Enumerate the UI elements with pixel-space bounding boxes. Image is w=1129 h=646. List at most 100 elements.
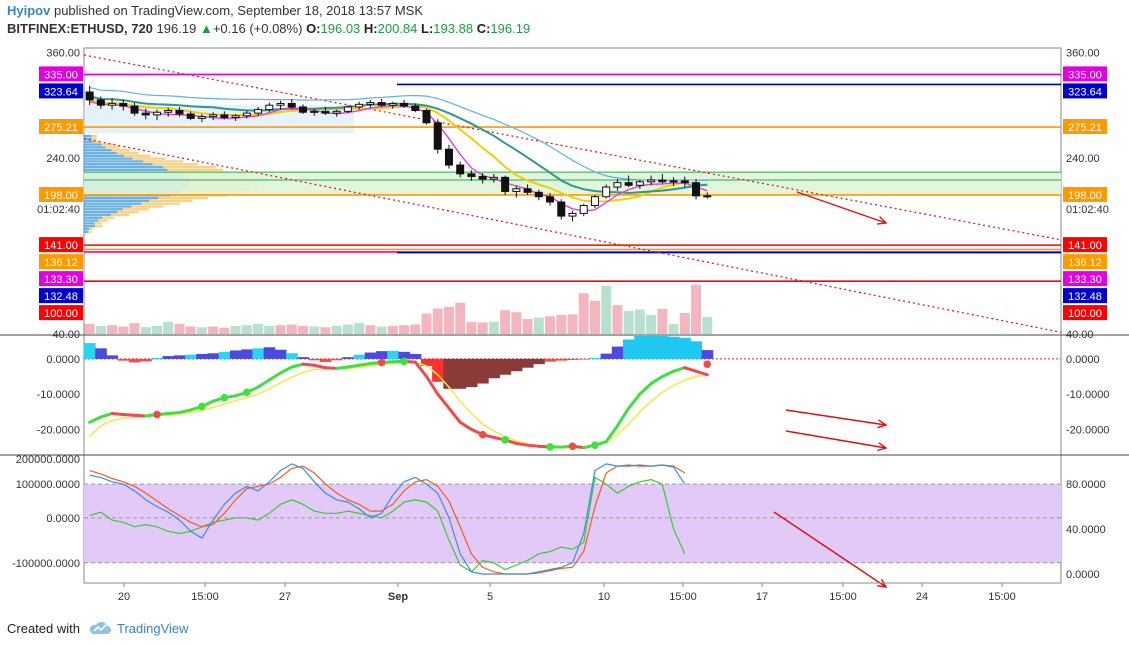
- momentum-segment: [135, 415, 146, 416]
- volume-profile-bar: [84, 214, 111, 216]
- cross-marker: [546, 443, 554, 451]
- volume-bar: [130, 323, 140, 334]
- x-tick-label: 20: [118, 591, 130, 603]
- author-link[interactable]: Hyipov: [7, 3, 50, 18]
- candle-bull: [367, 103, 374, 105]
- volume-profile-bar: [143, 160, 183, 162]
- momentum-segment: [292, 364, 303, 367]
- momentum-segment: [281, 367, 292, 373]
- y-tick-label: 40.0000: [1066, 524, 1106, 536]
- volume-bar: [444, 307, 454, 334]
- cross-marker: [400, 358, 408, 366]
- candle-bull: [513, 189, 520, 192]
- histogram-bar: [544, 359, 556, 362]
- volume-profile-bar: [124, 155, 151, 157]
- close-label: C:: [477, 21, 491, 36]
- volume-profile-bar: [102, 217, 114, 219]
- volume-bar: [657, 309, 667, 334]
- histogram-bar: [342, 357, 354, 359]
- volume-bar: [579, 293, 589, 334]
- published-text: published on TradingView.com, September …: [54, 3, 423, 18]
- price-change: +0.16 (+0.08%): [213, 21, 303, 36]
- candle-bear: [86, 92, 93, 100]
- candle-bear: [502, 177, 509, 191]
- volume-bar: [410, 324, 420, 334]
- candle-bear: [176, 110, 183, 114]
- volume-bar: [455, 303, 465, 334]
- volume-bar: [601, 286, 611, 334]
- tradingview-cloud-icon[interactable]: [88, 620, 112, 636]
- histogram-bar: [387, 351, 399, 359]
- volume-bar: [208, 327, 218, 334]
- volume-bar: [489, 322, 499, 334]
- histogram-bar: [286, 353, 298, 359]
- histogram-bar: [230, 350, 242, 358]
- histogram-bar: [331, 359, 343, 360]
- candle-bull: [243, 113, 250, 116]
- volume-bar: [478, 322, 488, 334]
- momentum-segment: [258, 380, 269, 387]
- histogram-bar: [668, 337, 680, 359]
- y-tick-label: 0.0000: [46, 354, 80, 366]
- candle-bear: [468, 174, 475, 177]
- candle-bear: [457, 165, 464, 174]
- symbol-label[interactable]: BITFINEX:ETHUSD, 720: [7, 21, 153, 36]
- histogram-bar: [623, 340, 635, 359]
- cross-marker: [569, 442, 577, 450]
- high-label: H:: [364, 21, 378, 36]
- volume-bar: [309, 327, 319, 334]
- candle-bear: [434, 123, 441, 149]
- histogram-bar: [477, 359, 489, 384]
- histogram-bar: [612, 347, 624, 359]
- volume-bar: [253, 324, 263, 334]
- volume-profile-bar: [111, 214, 129, 216]
- cross-marker: [198, 403, 206, 411]
- momentum-segment: [123, 415, 134, 416]
- candle-bull: [670, 181, 677, 182]
- y-tick-label: 0.0000: [1066, 569, 1100, 581]
- volume-profile-bar: [98, 219, 108, 221]
- cross-marker: [153, 411, 161, 419]
- momentum-segment: [90, 417, 101, 422]
- footer: Created with TradingView: [0, 612, 1129, 646]
- cross-marker: [479, 431, 487, 439]
- tradingview-link[interactable]: TradingView: [117, 621, 189, 636]
- momentum-segment: [101, 413, 112, 417]
- y-tick-label: 40.00: [52, 329, 80, 341]
- volume-bar: [186, 327, 196, 334]
- candle-bear: [681, 181, 688, 183]
- volume-profile-bar: [142, 202, 180, 204]
- volume-bar: [568, 314, 578, 334]
- histogram-bar: [185, 355, 197, 359]
- histogram-bar: [645, 336, 657, 359]
- price-tag-label: 133.30: [1068, 274, 1102, 286]
- histogram-bar: [297, 357, 309, 359]
- volume-bar: [466, 322, 476, 334]
- cross-marker: [243, 389, 251, 397]
- volume-profile-bar: [84, 143, 102, 145]
- candle-bear: [187, 114, 194, 118]
- candle-bull: [255, 110, 262, 114]
- volume-profile-bar: [84, 205, 132, 207]
- volume-bar: [511, 312, 521, 334]
- volume-bar: [377, 327, 387, 334]
- y-tick-label: 0.0000: [46, 513, 80, 525]
- created-with-text: Created with: [7, 621, 80, 636]
- histogram-bar: [511, 359, 523, 371]
- volume-profile-bar: [84, 197, 158, 199]
- chart-canvas[interactable]: 360.00360.00240.00240.0040.0040.00196.19…: [0, 42, 1129, 612]
- volume-profile-bar: [84, 152, 117, 154]
- price-tag-label: 198.00: [1068, 190, 1102, 202]
- volume-bar: [264, 326, 274, 334]
- y-tick-label: -20.0000: [1066, 424, 1109, 436]
- volume-profile-bar: [95, 225, 102, 227]
- volume-bar: [545, 316, 555, 334]
- histogram-bar: [241, 349, 253, 359]
- volume-profile-bar: [163, 166, 216, 168]
- overbought-oversold-band: [84, 484, 1061, 563]
- candle-bear: [299, 107, 306, 112]
- volume-bar: [702, 317, 712, 334]
- momentum-segment: [640, 384, 651, 395]
- candle-bull: [109, 103, 116, 105]
- candle-bull: [232, 116, 239, 118]
